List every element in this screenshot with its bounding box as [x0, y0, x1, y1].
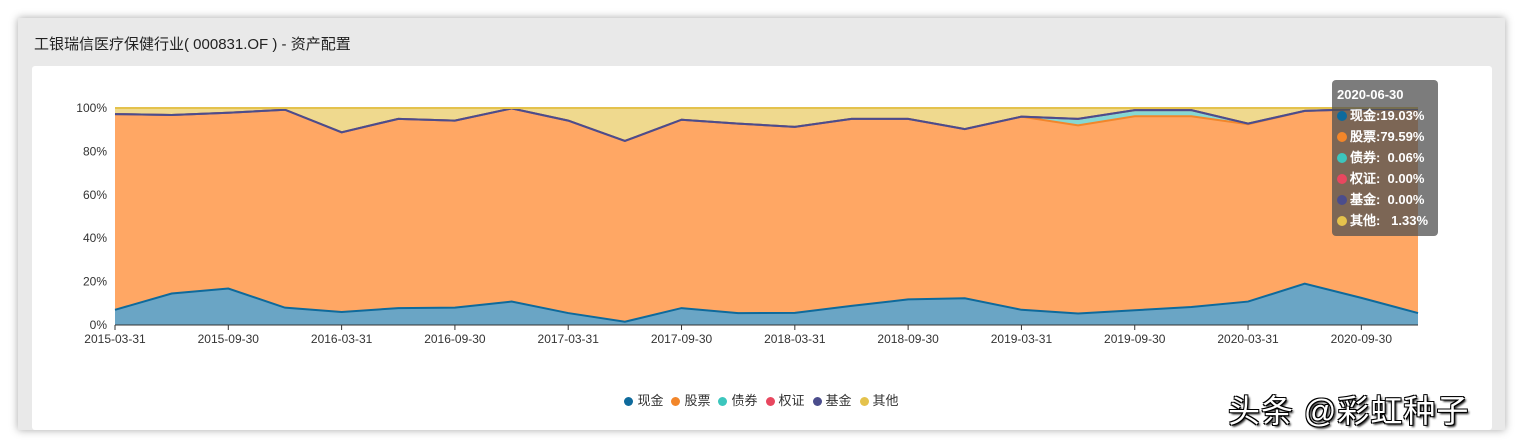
- watermark: 头条 @彩虹种子: [1228, 393, 1470, 429]
- legend-dot-icon: [624, 397, 634, 406]
- tooltip-row: 基金: 0.00%: [1337, 189, 1433, 210]
- x-tick-label: 2015-09-30: [198, 332, 260, 346]
- area-股票: [115, 108, 1418, 322]
- tooltip-dot-icon: [1337, 195, 1347, 205]
- area-现金: [115, 283, 1418, 325]
- x-tick-label: 2017-09-30: [651, 332, 713, 346]
- legend-label: 其他: [872, 393, 899, 408]
- x-tick-label: 2020-09-30: [1331, 332, 1393, 346]
- y-tick-label: 100%: [76, 101, 107, 115]
- legend-dot-icon: [812, 397, 822, 406]
- tooltip-dot-icon: [1337, 153, 1347, 163]
- legend-label: 权证: [778, 393, 805, 408]
- legend-label: 基金: [825, 393, 852, 408]
- tooltip-label: 债券: 0.06%: [1350, 150, 1425, 165]
- legend-dot-icon: [859, 397, 869, 406]
- legend-dot-icon: [765, 397, 775, 406]
- x-tick-label: 2016-03-31: [311, 332, 373, 346]
- chart-legend: 现金 股票 债券 权证 基金 其他: [0, 390, 1523, 409]
- tooltip-label: 其他: 1.33%: [1350, 213, 1429, 228]
- tooltip-label: 基金: 0.00%: [1350, 192, 1425, 207]
- x-tick-label: 2015-03-31: [84, 332, 146, 346]
- legend-dot-icon: [718, 397, 728, 406]
- legend-item[interactable]: 现金: [624, 390, 663, 409]
- x-tick-label: 2019-09-30: [1104, 332, 1166, 346]
- x-tick-label: 2019-03-31: [991, 332, 1053, 346]
- tooltip-row: 其他: 1.33%: [1337, 210, 1433, 231]
- tooltip-label: 现金:19.03%: [1350, 108, 1425, 123]
- tooltip-label: 权证: 0.00%: [1350, 171, 1425, 186]
- legend-label: 债券: [731, 393, 758, 408]
- tooltip-dot-icon: [1337, 132, 1347, 142]
- tooltip-row: 债券: 0.06%: [1337, 147, 1433, 168]
- legend-item[interactable]: 基金: [812, 390, 852, 409]
- legend-item[interactable]: 其他: [859, 390, 899, 409]
- x-tick-label: 2018-03-31: [764, 332, 826, 346]
- legend-item[interactable]: 股票: [671, 390, 710, 409]
- x-tick-label: 2018-09-30: [877, 332, 939, 346]
- tooltip-label: 股票:79.59%: [1350, 129, 1425, 144]
- x-tick-label: 2020-03-31: [1217, 332, 1279, 346]
- tooltip-dot-icon: [1337, 174, 1347, 184]
- legend-item[interactable]: 债券: [718, 390, 758, 409]
- legend-dot-icon: [671, 397, 681, 406]
- tooltip-date: 2020-06-30: [1337, 87, 1404, 102]
- y-tick-label: 40%: [83, 231, 107, 245]
- y-tick-label: 20%: [83, 275, 107, 289]
- chart-tooltip: 2020-06-30 现金:19.03% 股票:79.59% 债券: 0.06% 权证…: [1332, 80, 1438, 236]
- line-现金: [114, 282, 1419, 323]
- tooltip-row: 股票:79.59%: [1337, 126, 1433, 147]
- legend-label: 现金: [637, 393, 664, 408]
- y-tick-label: 0%: [90, 318, 108, 332]
- panel-title: 工银瑞信医疗保健行业( 000831.OF ) - 资产配置: [34, 36, 351, 53]
- legend-item[interactable]: 权证: [765, 390, 805, 409]
- y-tick-label: 80%: [83, 144, 107, 158]
- line-基金: [114, 107, 1418, 143]
- x-tick-label: 2017-03-31: [538, 332, 600, 346]
- y-tick-label: 60%: [83, 188, 107, 202]
- tooltip-row: 现金:19.03%: [1337, 105, 1433, 126]
- x-tick-label: 2016-09-30: [424, 332, 486, 346]
- tooltip-row: 权证: 0.00%: [1337, 168, 1433, 189]
- legend-label: 股票: [684, 393, 711, 408]
- tooltip-dot-icon: [1337, 111, 1347, 121]
- tooltip-dot-icon: [1337, 216, 1347, 226]
